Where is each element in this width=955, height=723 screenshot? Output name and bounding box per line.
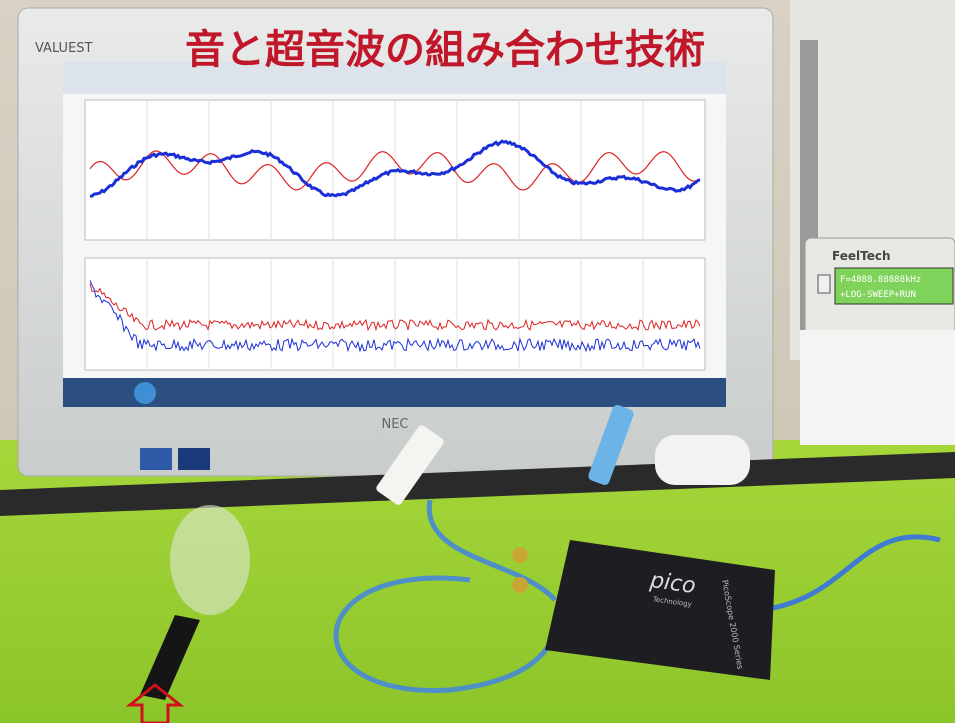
sticker — [178, 448, 210, 470]
monitor-brand: VALUEST — [35, 41, 93, 56]
power-switch — [818, 275, 830, 293]
taskbar — [63, 378, 726, 407]
bottle — [170, 505, 250, 615]
lcd-line: +LOG-SWEEP+RUN — [840, 290, 916, 300]
printer — [800, 330, 955, 445]
transducer — [655, 435, 750, 485]
title: 音と超音波の組み合わせ技術 — [185, 27, 705, 73]
start-button — [134, 382, 156, 404]
lcd-line: F=4888.88888kHz — [840, 275, 921, 285]
photo: VALUEST NEC 音と超音波の組み合わせ技術 FeelTech F=488… — [0, 0, 955, 723]
bnc-connector — [512, 547, 528, 563]
bnc-connector — [512, 577, 528, 593]
monitor-maker: NEC — [381, 417, 408, 432]
sticker — [140, 448, 172, 470]
generator-brand: FeelTech — [832, 249, 891, 263]
